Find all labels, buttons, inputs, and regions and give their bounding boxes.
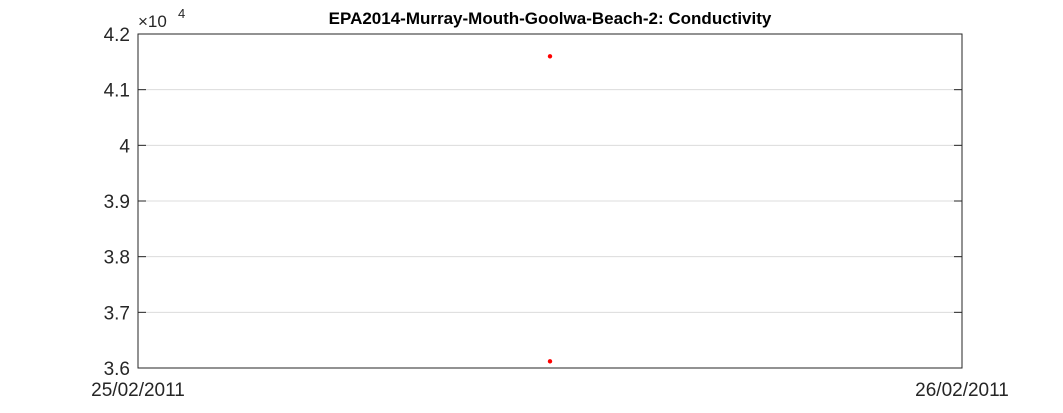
y-tick-label: 4.2: [104, 25, 130, 46]
y-exponent-label: ×10 4: [138, 6, 185, 31]
gridlines: [138, 89, 962, 313]
chart-title: EPA2014-Murray-Mouth-Goolwa-Beach-2: Con…: [329, 9, 772, 28]
y-axis: 3.6 3.7 3.8 3.9 4 4.1 4.2: [104, 25, 962, 380]
y-exponent-power: 4: [178, 6, 185, 21]
x-axis: 25/02/2011 26/02/2011: [91, 380, 1009, 401]
x-tick-label: 26/02/2011: [915, 380, 1009, 401]
y-tick-label: 4.1: [104, 81, 130, 102]
y-tick-label: 3.9: [104, 192, 130, 213]
data-point: [547, 54, 553, 59]
y-tick-label: 4: [119, 136, 130, 157]
y-tick-label: 3.6: [104, 359, 130, 380]
x-tick-label: 25/02/2011: [91, 380, 185, 401]
data-points: [547, 54, 553, 364]
data-point: [547, 359, 553, 364]
y-tick-label: 3.7: [104, 303, 130, 324]
y-exponent-base: ×10: [138, 12, 167, 31]
y-tick-label: 3.8: [104, 248, 130, 269]
